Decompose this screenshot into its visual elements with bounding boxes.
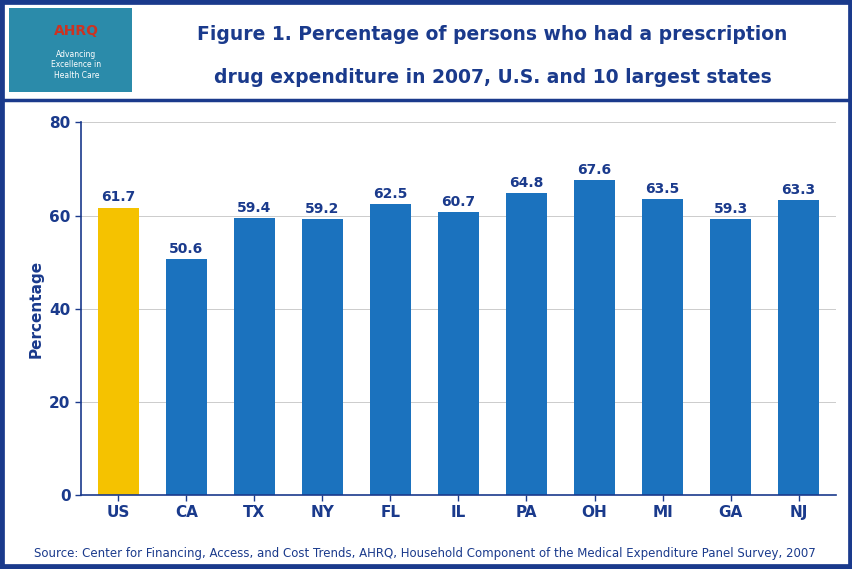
Bar	[370, 204, 411, 495]
Y-axis label: Percentage: Percentage	[29, 259, 43, 358]
Text: 63.3: 63.3	[780, 183, 815, 197]
Bar	[438, 212, 478, 495]
Bar	[573, 180, 614, 495]
Text: Figure 1. Percentage of persons who had a prescription: Figure 1. Percentage of persons who had …	[197, 26, 787, 44]
Text: Source: Center for Financing, Access, and Cost Trends, AHRQ, Household Component: Source: Center for Financing, Access, an…	[34, 547, 815, 560]
Text: 61.7: 61.7	[101, 190, 135, 204]
Text: 63.5: 63.5	[645, 182, 679, 196]
Text: 60.7: 60.7	[440, 195, 475, 209]
FancyBboxPatch shape	[9, 8, 132, 92]
Bar	[642, 199, 682, 495]
Text: 64.8: 64.8	[509, 176, 543, 190]
Text: 59.3: 59.3	[712, 201, 746, 216]
Bar	[505, 193, 546, 495]
Bar	[233, 218, 274, 495]
Text: 59.2: 59.2	[305, 202, 339, 216]
Text: 67.6: 67.6	[577, 163, 611, 177]
Bar	[777, 200, 818, 495]
Text: Advancing
Excellence in
Health Care: Advancing Excellence in Health Care	[51, 50, 101, 80]
Bar	[302, 219, 343, 495]
Text: AHRQ: AHRQ	[54, 24, 99, 38]
Text: 59.4: 59.4	[237, 201, 271, 215]
Bar	[166, 259, 206, 495]
Text: drug expenditure in 2007, U.S. and 10 largest states: drug expenditure in 2007, U.S. and 10 la…	[214, 68, 770, 87]
Bar	[709, 218, 750, 495]
Bar	[98, 208, 139, 495]
Text: 62.5: 62.5	[373, 187, 407, 201]
Text: 50.6: 50.6	[170, 242, 204, 256]
